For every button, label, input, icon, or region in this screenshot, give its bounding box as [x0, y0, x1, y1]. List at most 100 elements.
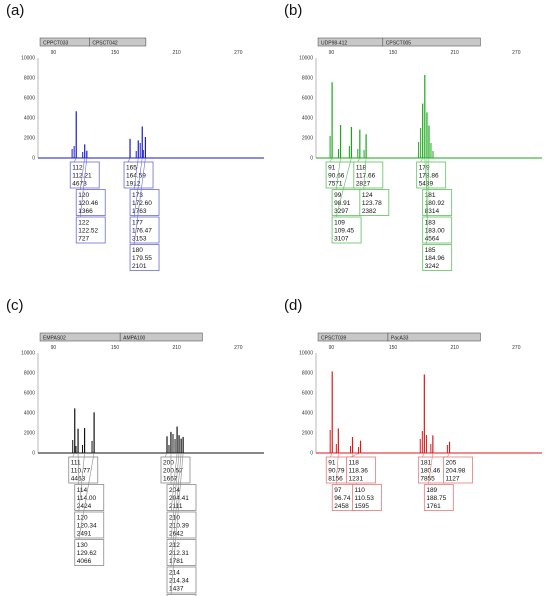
peak-height: 2111 [169, 503, 183, 510]
peak-allele: 179 [419, 165, 430, 172]
peak-allele: 200 [163, 460, 174, 467]
peak-height: 1763 [132, 208, 147, 215]
peak-height: 7855 [420, 476, 435, 483]
peak-height: 1231 [348, 476, 363, 483]
y-tick-label: 10000 [21, 56, 35, 62]
peak-label-box [423, 484, 454, 511]
marker-label: CPSCT005 [386, 40, 412, 46]
label-leader [77, 452, 80, 485]
peak-height: 4673 [72, 181, 87, 188]
label-leader [78, 452, 95, 540]
peak-height: 2382 [362, 208, 377, 215]
y-tick-label: 10000 [21, 351, 35, 357]
y-tick-label: 8000 [302, 76, 313, 82]
peak-size: 110.77 [71, 468, 91, 475]
peak-size: 180.92 [425, 200, 445, 207]
peak-height: 2827 [356, 181, 371, 188]
peak-size: 204.98 [446, 468, 466, 475]
marker-label: EMPAS02 [43, 335, 66, 341]
label-leader [170, 452, 178, 513]
peak-height: 2491 [77, 531, 92, 538]
peak-height: 1437 [169, 586, 184, 593]
peak-allele: 122 [78, 220, 89, 227]
peak-height: 2424 [77, 503, 92, 510]
label-leader [127, 157, 131, 163]
x-tick-label: 150 [389, 50, 398, 56]
peak-size: 117.66 [356, 173, 376, 180]
label-leader [363, 157, 367, 190]
peak-allele: 118 [356, 165, 367, 172]
label-leader [335, 452, 339, 485]
marker-label: CPPCT033 [43, 40, 69, 46]
x-tick-label: 150 [389, 345, 398, 351]
y-tick-label: 10000 [299, 56, 313, 62]
x-tick-label: 270 [234, 50, 243, 56]
electropherogram-c: EMPAS02 AMPA100 90 150 210 270 0 2000 4000 6000 80… [21, 332, 264, 596]
panel-label: (d) [284, 297, 303, 314]
peak-size: 120.46 [78, 200, 98, 207]
marker-label: AMPA100 [123, 335, 145, 341]
panel-label: (b) [284, 2, 303, 19]
peak-height: 727 [78, 236, 89, 243]
peak-size: 123.78 [362, 200, 382, 207]
panel-b: (b) UDP98-412 CPSCT005 90 150 210 270 0 2000 400… [284, 2, 544, 292]
label-leader [329, 157, 333, 163]
label-leader [78, 452, 85, 513]
x-tick-label: 270 [512, 50, 521, 56]
x-tick-label: 90 [51, 345, 57, 351]
x-tick-label: 90 [51, 50, 57, 56]
peak-label-box [331, 216, 362, 244]
peak-allele: 124 [362, 192, 373, 199]
peak-allele: 181 [420, 460, 431, 467]
y-tick-label: 6000 [24, 391, 35, 397]
peak-allele: 181 [425, 192, 436, 199]
peak-size: 164.59 [126, 173, 146, 180]
peak-allele: 112 [72, 165, 83, 172]
peak-height: 1366 [78, 208, 93, 215]
x-tick-label: 210 [173, 50, 182, 56]
peak-height: 1127 [446, 476, 460, 483]
label-leader [79, 157, 85, 190]
peak-size: 98.91 [334, 200, 351, 207]
peak-height: 4564 [425, 236, 440, 243]
peak-label-box [443, 456, 473, 484]
y-tick-label: 6000 [302, 96, 313, 102]
x-tick-label: 150 [111, 50, 120, 56]
peak-height: 2458 [334, 503, 349, 510]
y-tick-label: 0 [310, 156, 313, 162]
label-leader [170, 452, 182, 568]
y-tick-label: 6000 [302, 391, 313, 397]
peak-height: 1595 [354, 503, 369, 510]
panel-label: (a) [6, 2, 25, 19]
label-leader [335, 157, 341, 190]
peak-allele: 91 [328, 165, 336, 172]
peak-allele: 205 [446, 460, 457, 467]
peak-allele: 130 [77, 542, 88, 549]
peak-allele: 114 [77, 487, 88, 494]
peak-label-box [166, 594, 197, 596]
y-tick-label: 2000 [302, 136, 313, 142]
label-leader [420, 157, 423, 163]
label-leader [350, 452, 361, 458]
peak-size: 90.79 [328, 468, 345, 475]
peak-height: 3242 [425, 263, 440, 270]
peak-size: 214.34 [169, 578, 189, 585]
peak-size: 188.75 [426, 495, 446, 502]
peak-label-box [129, 216, 160, 244]
y-tick-label: 2000 [302, 431, 313, 437]
peak-allele: 91 [328, 460, 336, 467]
peak-size: 122.52 [78, 228, 98, 235]
marker-label: CPSCT039 [321, 335, 347, 341]
peak-label-box [416, 161, 447, 189]
peak-size: 178.86 [419, 173, 439, 180]
peak-height: 7571 [328, 181, 343, 188]
peak-height: 1912 [126, 181, 141, 188]
label-leader [72, 452, 76, 458]
peak-allele: 118 [348, 460, 359, 467]
peak-height: 1667 [163, 476, 178, 483]
label-leader [357, 157, 361, 163]
y-tick-label: 8000 [24, 371, 35, 377]
peak-height: 1761 [426, 503, 441, 510]
x-tick-label: 210 [173, 345, 182, 351]
peak-size: 109.45 [334, 228, 354, 235]
